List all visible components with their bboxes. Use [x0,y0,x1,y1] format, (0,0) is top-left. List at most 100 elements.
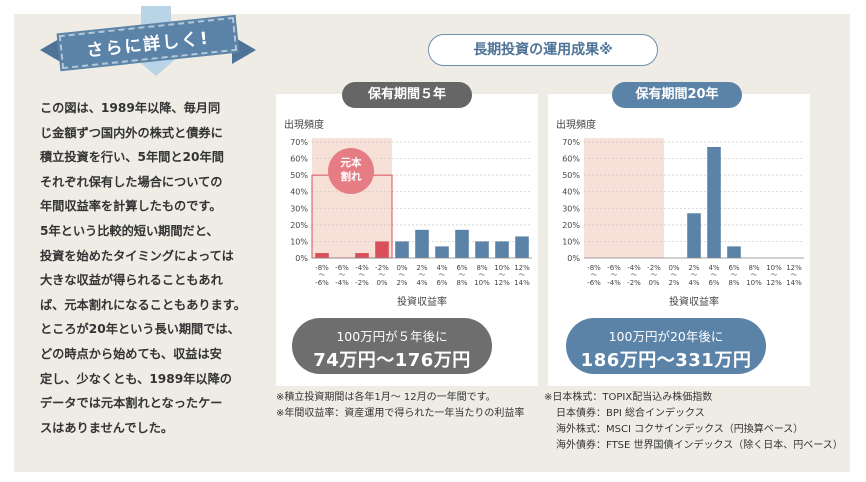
x-tick-label: 4% [688,279,699,287]
intro-line: 投資を始めたタイミングによっては [40,248,234,263]
x-tick-label: 0% [376,279,387,287]
y-tick-label: 0% [567,254,580,263]
x-tick-separator: 〜 [519,272,525,279]
tab-holding-5y: 保有期間５年 [342,82,472,108]
bar [707,146,721,258]
x-tick-label: -6% [607,264,621,272]
x-tick-separator: 〜 [339,272,345,279]
x-tick-label: -8% [315,264,329,272]
y-tick-label: 60% [290,155,308,164]
x-tick-separator: 〜 [751,272,757,279]
x-tick-separator: 〜 [671,272,677,279]
x-tick-label: -2% [375,264,389,272]
x-tick-label: 6% [436,279,447,287]
x-tick-separator: 〜 [399,272,405,279]
x-tick-separator: 〜 [359,272,365,279]
x-tick-label: 6% [456,264,467,272]
bar [435,246,449,258]
x-tick-label: 0% [396,264,407,272]
x-tick-label: 4% [416,279,427,287]
x-tick-label: -4% [355,264,369,272]
footnote: 海外株式：MSCI コクサインデックス（円換算ベース） [556,424,804,435]
section-title: 長期投資の運用成果※ [428,34,658,66]
x-tick-separator: 〜 [771,272,777,279]
x-tick-separator: 〜 [691,272,697,279]
y-axis-label: 出現頻度 [556,118,596,131]
x-tick-separator: 〜 [459,272,465,279]
intro-line: ところが20年という長い期間では、 [40,322,240,337]
intro-line: ば、元本割れになることもあります。 [40,297,246,312]
x-tick-label: 8% [728,279,739,287]
x-tick-label: 8% [456,279,467,287]
x-tick-label: 12% [766,279,782,287]
x-tick-label: 2% [668,279,679,287]
footnote: 海外債券：FTSE 世界国債インデックス（除く日本、円ベース） [556,440,843,451]
y-tick-label: 50% [562,171,580,180]
y-tick-label: 40% [290,188,308,197]
x-tick-separator: 〜 [319,272,325,279]
y-tick-label: 40% [562,188,580,197]
intro-line: 年間収益率を計算したものです。 [40,199,222,214]
x-axis-label: 投資収益率 [397,295,447,308]
x-tick-label: -2% [355,279,369,287]
result-20y-line1: 100万円が20年後に [608,329,724,344]
footnote: ※日本株式：TOPIX配当込み株価指数 [544,392,713,403]
x-tick-label: 12% [786,264,802,272]
loss-zone-shade [584,138,664,258]
x-tick-label: 8% [748,264,759,272]
y-tick-label: 30% [290,204,308,213]
bar [375,241,389,258]
x-tick-label: -2% [647,264,661,272]
y-tick-label: 20% [290,221,308,230]
bar [515,236,529,258]
x-tick-label: 10% [746,279,762,287]
x-tick-label: 4% [436,264,447,272]
x-tick-label: 2% [416,264,427,272]
x-tick-label: -6% [587,279,601,287]
bar [495,241,509,258]
x-tick-label: 14% [514,279,530,287]
bar [315,253,329,258]
intro-line: 大きな収益が得られることもあれ [40,273,223,288]
x-tick-label: 12% [514,264,530,272]
x-tick-label: 10% [494,264,510,272]
intro-line: データでは元本割れとなったケー [40,396,223,411]
x-tick-label: 2% [688,264,699,272]
y-tick-label: 60% [562,155,580,164]
x-tick-separator: 〜 [651,272,657,279]
loss-badge-line1: 元本 [340,157,362,169]
x-tick-separator: 〜 [631,272,637,279]
x-tick-label: -6% [315,279,329,287]
x-tick-label: 2% [396,279,407,287]
intro-line: どの時点から始めても、収益は安 [40,346,222,361]
chart-20y: 出現頻度0%10%20%30%40%50%60%70%-8%〜-6%-6%〜-4… [556,118,804,308]
x-tick-label: 0% [668,264,679,272]
x-tick-label: -6% [335,264,349,272]
x-tick-label: 4% [708,264,719,272]
x-tick-label: -4% [607,279,621,287]
bar [455,229,469,258]
y-axis-label: 出現頻度 [284,118,324,131]
y-tick-label: 50% [290,171,308,180]
x-tick-label: 12% [494,279,510,287]
x-tick-separator: 〜 [479,272,485,279]
bar [395,241,409,258]
x-tick-separator: 〜 [711,272,717,279]
bar [727,246,741,258]
y-tick-label: 30% [562,204,580,213]
x-tick-label: 0% [648,279,659,287]
x-tick-label: 10% [474,279,490,287]
loss-badge-line2: 割れ [340,171,362,183]
x-tick-separator: 〜 [591,272,597,279]
bar [415,229,429,258]
result-5y: 100万円が５年後に 74万円〜176万円 [292,318,492,374]
intro-line: 積立投資を行い、5年間と20年間 [40,150,224,165]
result-20y-line2: 186万円〜331万円 [580,350,752,371]
intro-text: この図は、1989年以降、毎月同 じ金額ずつ国内外の株式と債券に 積立投資を行い… [40,96,272,440]
intro-line: スはありませんでした。 [40,420,174,435]
bar [475,241,489,258]
x-tick-separator: 〜 [499,272,505,279]
x-tick-separator: 〜 [791,272,797,279]
result-5y-line2: 74万円〜176万円 [313,350,471,371]
x-tick-label: 6% [728,264,739,272]
